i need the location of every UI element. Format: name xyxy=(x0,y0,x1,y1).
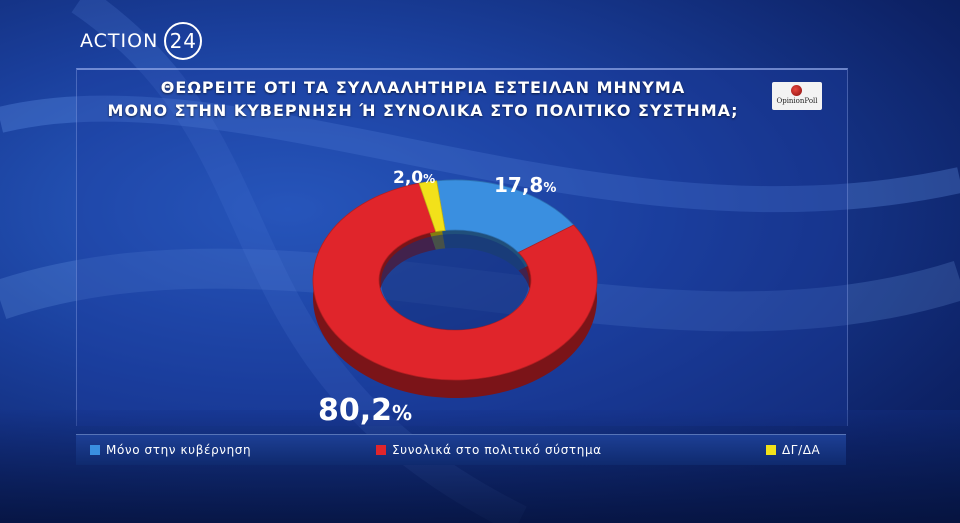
legend-swatch-0 xyxy=(90,445,100,455)
chart-legend: Μόνο στην κυβέρνηση Συνολικά στο πολιτικό… xyxy=(76,434,846,465)
chart-title: ΘΕΩΡΕΙΤΕ ΟΤΙ ΤΑ ΣΥΛΛΑΛΗΤΗΡΙΑ ΕΣΤΕΙΛΑΝ ΜΗ… xyxy=(78,76,768,122)
data-label-value-1: 80,2 xyxy=(318,393,392,428)
donut-hole xyxy=(381,234,529,330)
donut-slice-1 xyxy=(312,182,598,381)
legend-label-1: Συνολικά στο πολιτικό σύστημα xyxy=(392,443,602,457)
data-label-unit-0: % xyxy=(543,181,556,196)
opinion-poll-logo-text: OpinionPoll xyxy=(776,97,818,105)
brand-number: 24 xyxy=(164,22,203,60)
legend-item-2: ΔΓ/ΔΑ xyxy=(766,443,820,457)
data-label-2: 2,0% xyxy=(393,168,435,188)
studio-floor xyxy=(0,410,960,523)
opinion-poll-logo: OpinionPoll xyxy=(772,82,822,110)
legend-label-0: Μόνο στην κυβέρνηση xyxy=(106,443,252,457)
data-label-unit-1: % xyxy=(392,401,412,425)
brand-text: ACTION xyxy=(80,30,159,52)
data-label-value-0: 17,8 xyxy=(494,173,543,197)
opinion-poll-dot-icon xyxy=(791,85,802,96)
legend-swatch-1 xyxy=(376,445,386,455)
data-label-1: 80,2% xyxy=(318,393,412,428)
legend-item-1: Συνολικά στο πολιτικό σύστημα xyxy=(376,443,602,457)
legend-item-0: Μόνο στην κυβέρνηση xyxy=(90,443,251,457)
legend-swatch-2 xyxy=(766,445,776,455)
donut-slice-2 xyxy=(418,180,446,233)
donut-slices xyxy=(312,179,598,398)
title-line-2: ΜΟΝΟ ΣΤΗΝ ΚΥΒΕΡΝΗΣΗ Ή ΣΥΝΟΛΙΚΑ ΣΤΟ ΠΟΛΙΤ… xyxy=(107,101,739,120)
donut-labels: 17,8%80,2%2,0% xyxy=(318,168,556,428)
data-label-value-2: 2,0 xyxy=(393,168,423,188)
legend-label-2: ΔΓ/ΔΑ xyxy=(782,443,821,457)
action24-logo: ACTION 24 xyxy=(80,22,203,60)
data-label-unit-2: % xyxy=(423,172,435,186)
data-label-0: 17,8% xyxy=(494,173,556,197)
title-line-1: ΘΕΩΡΕΙΤΕ ΟΤΙ ΤΑ ΣΥΛΛΑΛΗΤΗΡΙΑ ΕΣΤΕΙΛΑΝ ΜΗ… xyxy=(160,78,686,97)
